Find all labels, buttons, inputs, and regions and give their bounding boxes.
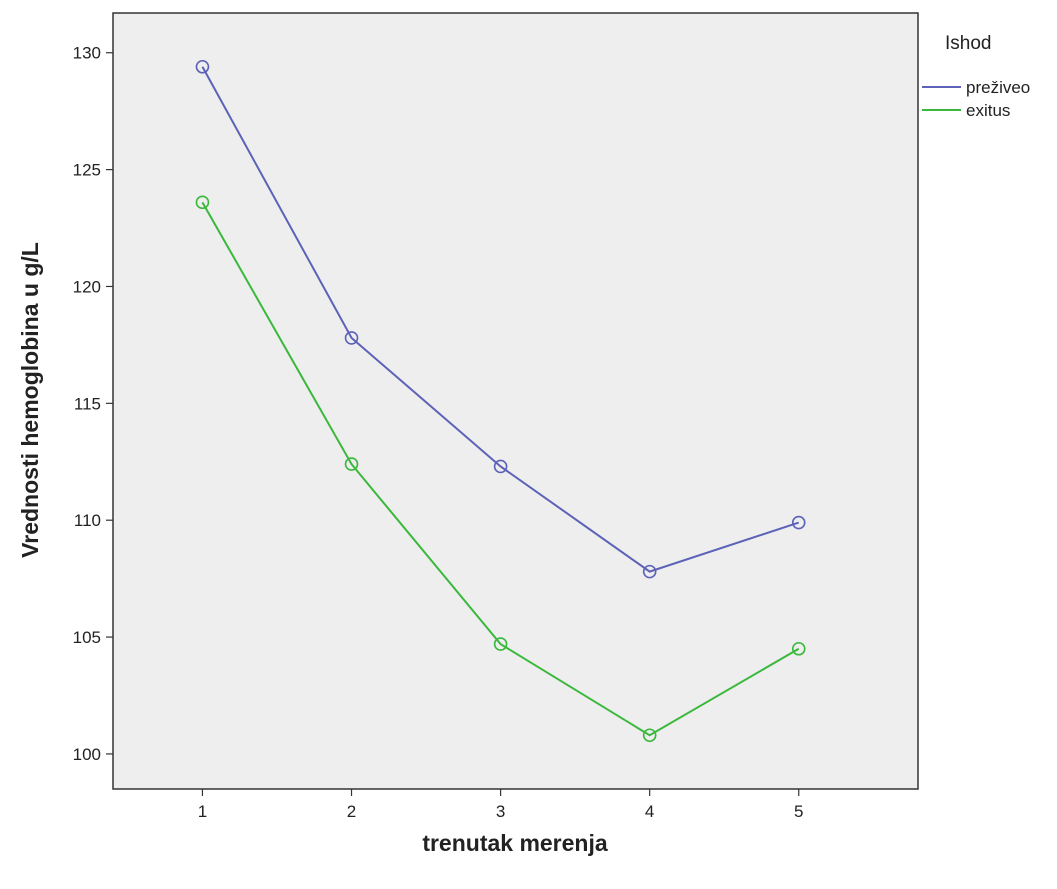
data-point-marker xyxy=(344,331,359,345)
data-point-marker xyxy=(344,457,359,471)
x-tick-label: 5 xyxy=(794,802,803,821)
data-point-marker xyxy=(195,59,210,74)
data-point-marker xyxy=(642,564,657,579)
x-axis: 1 2 3 4 5 xyxy=(198,789,803,821)
y-tick-label: 125 xyxy=(73,161,101,180)
x-tick-label: 4 xyxy=(645,802,654,821)
x-tick-label: 3 xyxy=(496,802,505,821)
x-tick-label: 1 xyxy=(198,802,207,821)
data-point-marker xyxy=(642,728,657,743)
x-tick-label: 2 xyxy=(347,802,356,821)
y-tick-label: 100 xyxy=(73,745,101,764)
y-tick-label: 110 xyxy=(74,511,101,530)
y-axis: 100 105 110 115 120 125 130 xyxy=(73,44,113,764)
legend: Ishod preživeo exitus xyxy=(922,33,1030,120)
y-tick-label: 130 xyxy=(73,44,101,63)
x-axis-label: trenutak merenja xyxy=(422,830,608,856)
legend-label: preživeo xyxy=(966,78,1030,97)
y-axis-label: Vrednosti hemoglobina u g/L xyxy=(17,242,43,558)
legend-title: Ishod xyxy=(945,33,991,54)
legend-items: preživeo exitus xyxy=(922,78,1030,120)
series-line-0 xyxy=(201,66,800,573)
series-line-1 xyxy=(201,201,800,737)
plot-area xyxy=(112,12,919,790)
data-point-marker xyxy=(195,195,210,210)
y-tick-label: 120 xyxy=(73,277,101,296)
data-point-marker xyxy=(493,459,508,474)
data-point-marker xyxy=(791,641,806,656)
data-point-marker xyxy=(791,515,806,530)
data-point-marker xyxy=(493,637,508,651)
legend-label: exitus xyxy=(966,101,1010,120)
y-tick-label: 115 xyxy=(74,394,101,413)
series-layer xyxy=(195,59,806,743)
y-tick-label: 105 xyxy=(73,628,101,647)
